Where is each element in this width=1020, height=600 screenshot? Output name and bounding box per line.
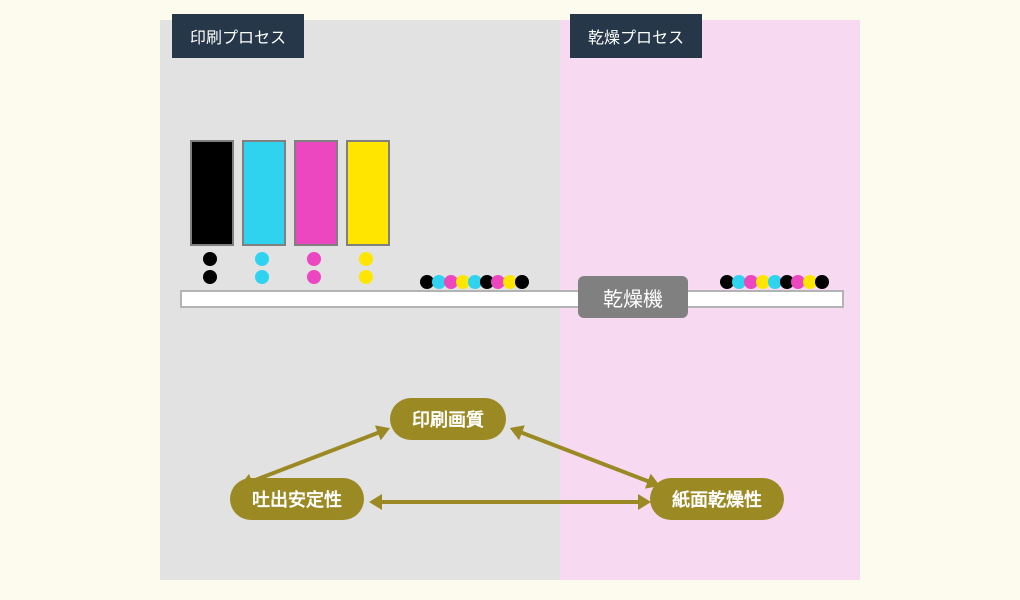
header-printing: 印刷プロセス [172,14,304,58]
dryer-box: 乾燥機 [578,276,688,318]
ink-cartridge [294,140,338,246]
ink-drop [203,252,217,266]
ink-cartridge [242,140,286,246]
pill-print-quality: 印刷画質 [390,398,506,440]
ink-drop [359,252,373,266]
ink-cartridge [346,140,390,246]
ink-cartridge [190,140,234,246]
ink-drop [203,270,217,284]
ink-drop [255,252,269,266]
paper-strip [180,290,844,308]
ink-drop [307,252,321,266]
pill-surface-drying: 紙面乾燥性 [650,478,784,520]
header-drying: 乾燥プロセス [570,14,702,58]
ink-drop [255,270,269,284]
ink-drop [307,270,321,284]
diagram-stage: 印刷プロセス 乾燥プロセス 乾燥機 印刷画質 吐出安定性 紙面乾燥性 [160,20,860,580]
double-arrow [380,500,640,504]
ink-drop [359,270,373,284]
